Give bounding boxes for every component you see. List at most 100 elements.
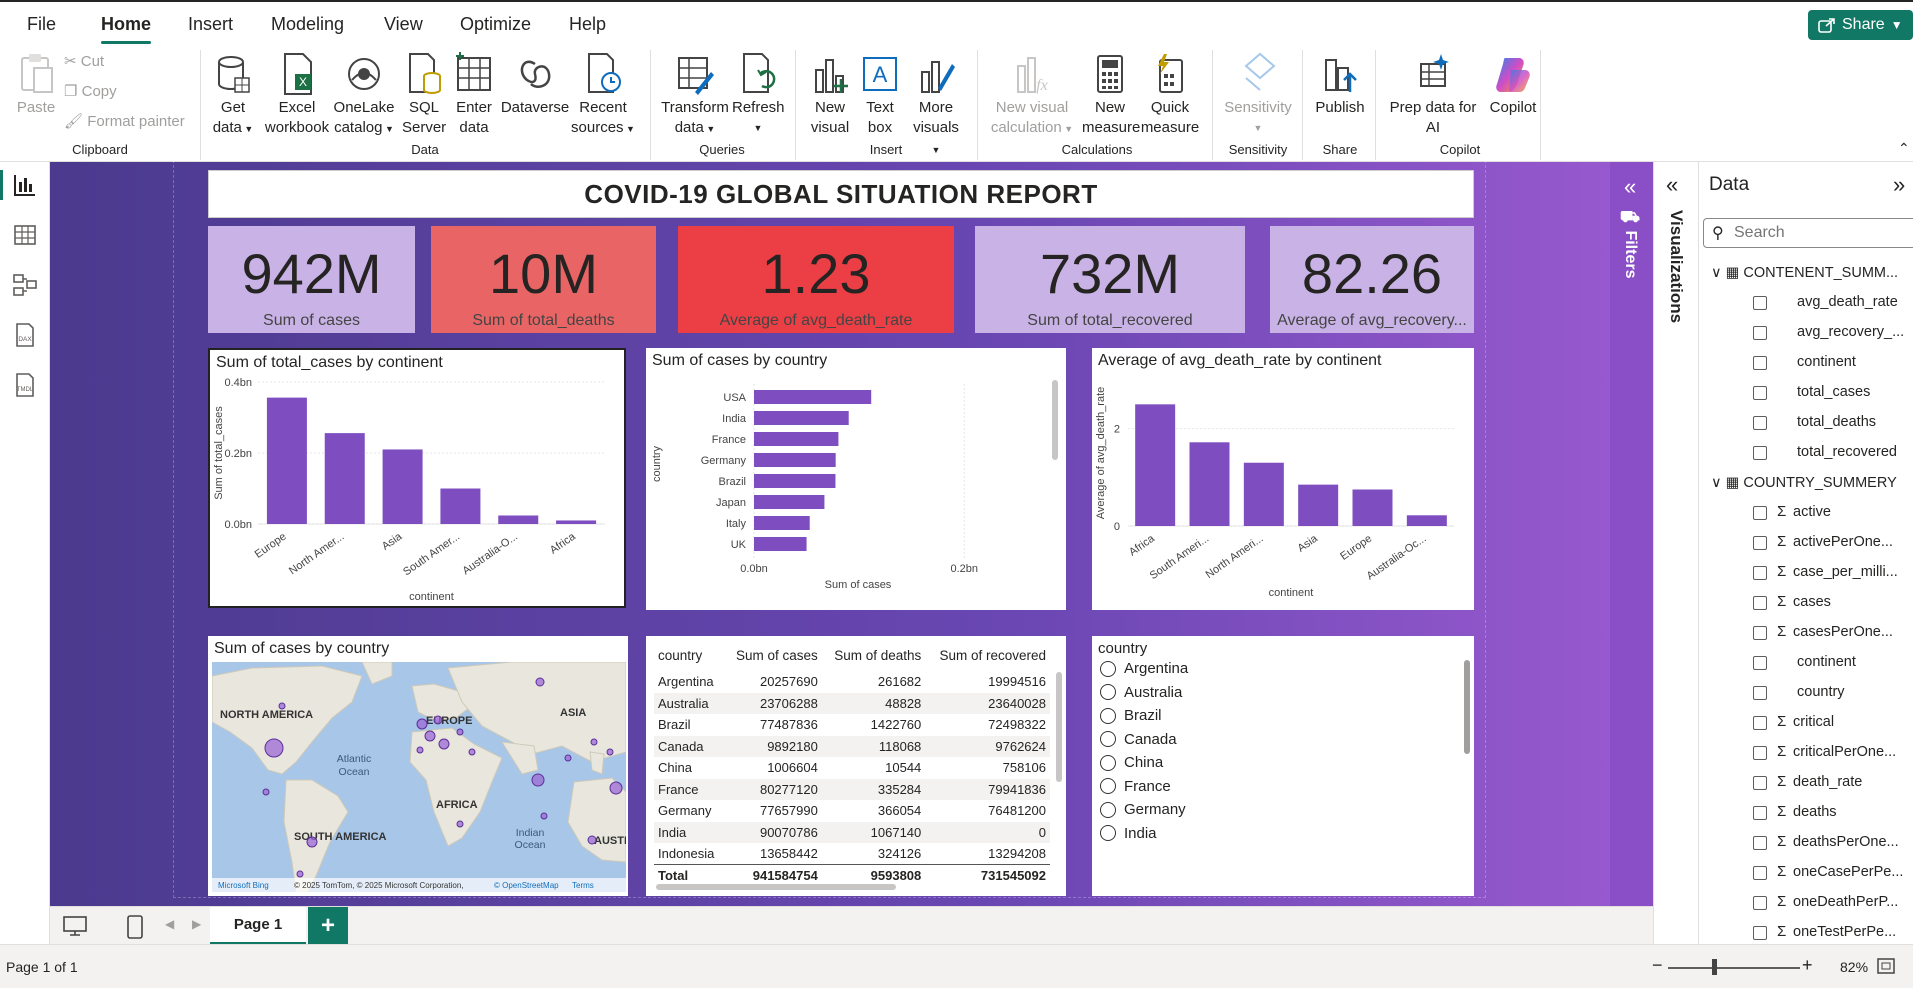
excel-workbook-button[interactable]: X Excel workbook <box>262 52 332 138</box>
field-checkbox[interactable] <box>1753 746 1767 760</box>
slicer-item[interactable]: China <box>1100 754 1163 771</box>
field-checkbox[interactable] <box>1753 686 1767 700</box>
kpi-card-deaths[interactable]: 10M Sum of total_deaths <box>431 226 656 333</box>
tmdl-view-icon[interactable]: TMDL <box>12 372 38 398</box>
col-header-deaths[interactable]: Sum of deaths <box>834 648 922 663</box>
bar[interactable] <box>1406 515 1447 526</box>
field-checkbox[interactable] <box>1753 626 1767 640</box>
bubble-brazil[interactable] <box>306 836 318 848</box>
cut-button[interactable]: ✂ Cut <box>64 53 105 70</box>
new-measure-button[interactable]: New measure <box>1082 52 1140 138</box>
field-checkbox[interactable] <box>1753 656 1767 670</box>
kpi-card-death-rate[interactable]: 1.23 Average of avg_death_rate <box>678 226 954 333</box>
radio-button-icon[interactable] <box>1100 825 1116 841</box>
scrollbar[interactable] <box>1052 380 1058 460</box>
field-item[interactable]: continent <box>1699 348 1913 378</box>
field-checkbox[interactable] <box>1753 926 1767 940</box>
bar[interactable] <box>324 433 365 524</box>
country-slicer[interactable]: country Argentina Australia Brazil Canada Ch… <box>1092 636 1474 896</box>
bar[interactable] <box>754 495 825 509</box>
bubble-france[interactable] <box>424 730 436 742</box>
col-header-country[interactable]: country <box>658 648 703 663</box>
field-checkbox[interactable] <box>1753 596 1767 610</box>
slicer-item[interactable]: France <box>1100 778 1171 795</box>
bubble-turkey[interactable] <box>468 748 476 756</box>
zoom-out-button[interactable]: − <box>1652 955 1663 975</box>
kpi-card-recovery-rate[interactable]: 82.26 Average of avg_recovery... <box>1270 226 1474 333</box>
menu-home[interactable]: Home <box>101 14 152 44</box>
field-checkbox[interactable] <box>1753 776 1767 790</box>
bubble-australia[interactable] <box>587 835 597 845</box>
bar[interactable] <box>754 432 839 446</box>
slicer-item[interactable]: Brazil <box>1100 707 1162 724</box>
field-checkbox[interactable] <box>1753 386 1767 400</box>
table-row[interactable]: Germany 77657990 366054 76481200 <box>654 800 1050 822</box>
menu-view[interactable]: View <box>384 14 423 34</box>
zoom-slider-thumb[interactable] <box>1712 959 1717 975</box>
publish-button[interactable]: Publish <box>1310 52 1370 118</box>
copilot-button[interactable]: Copilot <box>1480 52 1546 118</box>
slicer-item[interactable]: Canada <box>1100 731 1177 748</box>
fit-to-page-icon[interactable] <box>1876 957 1896 975</box>
refresh-button[interactable]: Refresh ▼ <box>732 52 785 138</box>
menu-help[interactable]: Help <box>569 14 607 34</box>
new-visual-calculation-button[interactable]: fx New visual calculation ▼ <box>990 52 1074 139</box>
table-row[interactable]: France 80277120 335284 79941836 <box>654 778 1050 800</box>
vertical-scrollbar[interactable] <box>1056 672 1062 782</box>
next-page-icon[interactable]: ▶ <box>192 917 202 931</box>
bubble-india[interactable] <box>531 773 545 787</box>
bubble-maldives[interactable] <box>540 812 548 820</box>
new-visual-button[interactable]: New visual <box>805 52 855 138</box>
get-data-button[interactable]: Get data ▼ <box>208 52 258 139</box>
bubble-uk[interactable] <box>416 718 428 730</box>
field-checkbox[interactable] <box>1753 716 1767 730</box>
bar[interactable] <box>1189 442 1230 526</box>
map-canvas[interactable]: NORTH AMERICA EUROPE ASIA AFRICA SOUTH A… <box>212 662 626 892</box>
map-cases-by-country[interactable]: Sum of cases by country NORTH AMERICA EU… <box>208 636 628 896</box>
bar[interactable] <box>440 488 481 525</box>
transform-data-button[interactable]: Transform data ▼ <box>658 52 732 139</box>
field-checkbox[interactable] <box>1753 896 1767 910</box>
paste-button[interactable]: Paste <box>14 52 58 118</box>
more-visuals-button[interactable]: More visuals ▼ <box>908 52 964 160</box>
bubble-poland[interactable] <box>456 728 464 736</box>
table-row[interactable]: India 90070786 1067140 0 <box>654 821 1050 843</box>
table-row[interactable]: Canada 9892180 118068 9762624 <box>654 735 1050 757</box>
bar[interactable] <box>1135 404 1176 526</box>
bar[interactable] <box>1243 462 1284 526</box>
bubble-japan[interactable] <box>606 748 614 756</box>
sql-server-button[interactable]: SQL Server <box>402 52 446 138</box>
table-node[interactable]: ∨ ▦ COUNTRY_SUMMERY <box>1711 475 1897 491</box>
enter-data-button[interactable]: Enter data <box>452 52 496 138</box>
bubble-canada[interactable] <box>278 702 286 710</box>
table-row[interactable]: Brazil 77487836 1422760 72498322 <box>654 714 1050 736</box>
field-item[interactable]: total_deaths <box>1699 408 1913 438</box>
onelake-catalog-button[interactable]: OneLake catalog ▼ <box>333 52 395 139</box>
table-row[interactable]: China 1006604 10544 758106 <box>654 757 1050 779</box>
field-item[interactable]: country <box>1699 678 1913 708</box>
radio-button-icon[interactable] <box>1100 660 1116 677</box>
table-row[interactable]: Indonesia 13658442 324126 13294208 <box>654 843 1050 865</box>
bubble-korea[interactable] <box>590 738 598 746</box>
zoom-slider[interactable] <box>1668 967 1800 969</box>
bubble-argentina[interactable] <box>296 870 304 878</box>
radio-button-icon[interactable] <box>1100 684 1116 700</box>
add-page-button[interactable]: + <box>308 907 348 945</box>
bar[interactable] <box>382 449 423 524</box>
bar[interactable] <box>754 474 836 488</box>
field-checkbox[interactable] <box>1753 836 1767 850</box>
bar[interactable] <box>266 397 307 524</box>
bubble-russia[interactable] <box>535 677 545 687</box>
country-table[interactable]: country Sum of cases Sum of deaths Sum o… <box>646 636 1066 896</box>
field-checkbox[interactable] <box>1753 536 1767 550</box>
kpi-card-recovered[interactable]: 732M Sum of total_recovered <box>975 226 1245 333</box>
quick-measure-button[interactable]: Quick measure <box>1140 52 1200 138</box>
chart-death-rate-by-continent[interactable]: Average of avg_death_rate by continent 0… <box>1092 348 1474 610</box>
prev-page-icon[interactable]: ◀ <box>165 917 175 931</box>
